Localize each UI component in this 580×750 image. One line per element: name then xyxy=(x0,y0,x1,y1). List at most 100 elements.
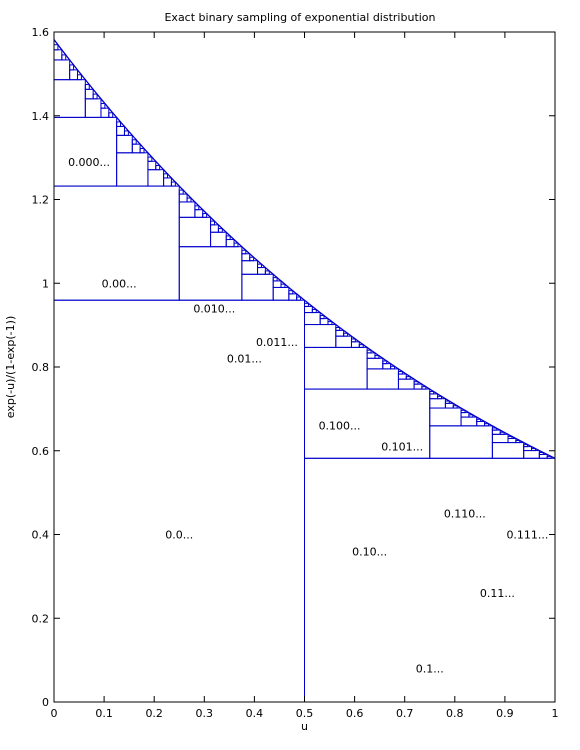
sampling-box xyxy=(147,169,165,187)
sampling-box xyxy=(53,299,305,703)
sampling-box xyxy=(178,246,243,301)
x-axis-label: u xyxy=(301,720,308,733)
x-tick-label: 0.8 xyxy=(446,707,464,720)
region-label: 0.011... xyxy=(256,336,298,349)
y-tick-label: 0.8 xyxy=(32,361,50,374)
sampling-box xyxy=(116,134,133,154)
sampling-box xyxy=(76,74,82,81)
sampling-box xyxy=(147,156,153,162)
sampling-box xyxy=(304,324,337,348)
sampling-box xyxy=(460,409,466,414)
sampling-box xyxy=(444,402,454,409)
sampling-box xyxy=(296,296,302,301)
sampling-box xyxy=(507,437,517,444)
sampling-box xyxy=(123,130,129,136)
sampling-box xyxy=(139,148,145,154)
sampling-box xyxy=(366,357,384,370)
x-tick-label: 0.6 xyxy=(346,707,364,720)
y-tick-label: 0.6 xyxy=(32,445,50,458)
sampling-box xyxy=(264,270,270,275)
sampling-box xyxy=(358,344,364,348)
region-label: 0.100... xyxy=(319,420,361,433)
sampling-box xyxy=(491,427,497,431)
sampling-box xyxy=(84,88,94,100)
density-curve xyxy=(53,39,556,459)
sampling-box xyxy=(257,263,262,269)
sampling-box xyxy=(288,293,298,301)
sampling-box xyxy=(538,452,544,455)
sampling-box xyxy=(531,448,536,452)
x-tick-label: 0 xyxy=(51,707,58,720)
region-label: 0.010... xyxy=(193,302,235,315)
sampling-box xyxy=(374,355,380,359)
sampling-box xyxy=(178,189,184,195)
sampling-box xyxy=(163,173,169,179)
sampling-box xyxy=(366,349,372,354)
sampling-box xyxy=(272,277,278,282)
sampling-box xyxy=(61,54,67,61)
sampling-box xyxy=(116,121,122,127)
y-tick-label: 0.4 xyxy=(32,529,50,542)
sampling-box xyxy=(178,216,212,248)
sampling-box xyxy=(460,416,478,427)
sampling-box xyxy=(217,228,223,233)
sampling-box xyxy=(163,177,172,187)
region-label: 0.111... xyxy=(506,529,548,542)
sampling-box xyxy=(131,143,141,154)
sampling-box xyxy=(53,59,71,81)
sampling-box xyxy=(178,201,196,218)
sampling-box xyxy=(484,423,489,427)
region-label: 0.000... xyxy=(68,156,110,169)
sampling-box xyxy=(397,370,403,375)
sampling-box xyxy=(225,239,235,248)
sampling-box xyxy=(233,242,239,248)
density-curve-layer xyxy=(53,39,556,459)
sampling-box xyxy=(429,393,439,400)
sampling-box xyxy=(116,152,149,187)
y-axis-label: exp(-u)/(1-exp(-1)) xyxy=(4,316,17,418)
sampling-box xyxy=(476,418,482,422)
sampling-box xyxy=(178,193,188,203)
sampling-box xyxy=(241,253,251,262)
sampling-box xyxy=(147,160,157,171)
sampling-box xyxy=(241,260,259,275)
region-label: 0.101... xyxy=(381,441,423,454)
sampling-box xyxy=(491,429,501,435)
sampling-box xyxy=(366,352,376,359)
sampling-box xyxy=(194,209,204,218)
x-tick-label: 0.5 xyxy=(296,707,314,720)
region-label: 0.01... xyxy=(227,353,262,366)
sampling-box xyxy=(366,368,399,390)
sampling-box xyxy=(350,338,356,343)
sampling-box xyxy=(429,407,462,427)
x-tick-label: 0.1 xyxy=(95,707,113,720)
sampling-box xyxy=(390,365,396,370)
sampling-box xyxy=(413,381,419,385)
sampling-box xyxy=(429,425,493,459)
sampling-box xyxy=(257,267,266,275)
sampling-box xyxy=(108,112,114,118)
y-tick-label: 0.2 xyxy=(32,612,50,625)
sampling-box xyxy=(546,455,552,459)
x-tick-label: 0.7 xyxy=(396,707,414,720)
x-tick-label: 0.2 xyxy=(145,707,163,720)
sampling-box xyxy=(100,103,106,109)
sampling-box xyxy=(311,309,317,314)
sampling-box xyxy=(538,453,548,459)
sampling-box xyxy=(499,431,505,435)
region-label: 0.10... xyxy=(352,545,387,558)
sampling-box xyxy=(460,412,470,418)
sampling-box xyxy=(429,398,446,409)
sampling-box xyxy=(170,181,176,187)
sampling-box xyxy=(241,249,247,255)
sampling-box xyxy=(84,84,90,90)
sampling-box xyxy=(319,315,325,320)
sampling-box xyxy=(397,373,407,380)
sampling-box xyxy=(405,376,411,380)
sampling-box xyxy=(100,107,110,118)
sampling-box xyxy=(452,405,458,409)
y-tick-label: 1.6 xyxy=(32,26,50,39)
y-tick-label: 1.2 xyxy=(32,194,50,207)
sampling-box xyxy=(84,98,102,118)
